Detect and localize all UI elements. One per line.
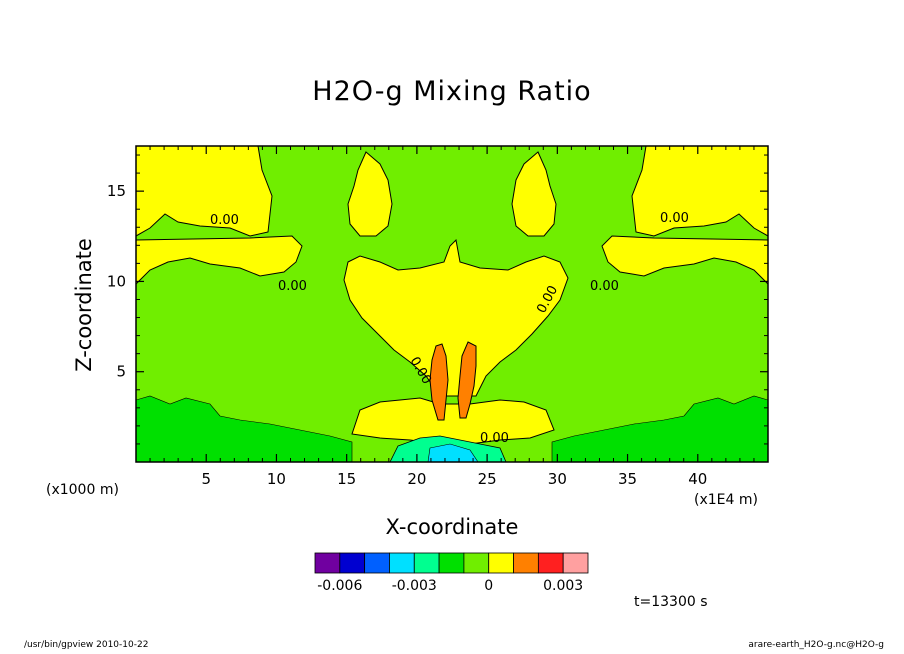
x-tick-label: 10	[267, 470, 286, 488]
field-orange-plume-right	[457, 341, 477, 419]
plot-frame	[135, 145, 769, 463]
footer-command: /usr/bin/gpview 2010-10-22	[24, 640, 149, 650]
y-tick-label: 5	[116, 363, 126, 381]
x-tick-label: 20	[407, 470, 426, 488]
x-tick-label: 25	[478, 470, 497, 488]
y-tick-label: 10	[107, 272, 126, 290]
y-tick-label: 15	[107, 182, 126, 200]
colorbar-swatch	[562, 552, 589, 574]
footer-source: arare-earth_H2O-g.nc@H2O-g	[748, 640, 884, 650]
field-upper-plume-left	[347, 151, 393, 237]
colorbar-swatch	[537, 552, 564, 574]
field-left-band	[136, 235, 303, 285]
colorbar-label: -0.006	[317, 578, 362, 594]
x-tick-label: 15	[337, 470, 356, 488]
x-tick-label: 35	[618, 470, 637, 488]
contour-label: 0.00	[590, 279, 619, 294]
contour-label: 0.00	[480, 431, 509, 446]
x-unit-note: (x1000 m)	[46, 482, 119, 498]
colorbar-swatch	[389, 552, 415, 574]
field-bottom-right-green	[551, 395, 768, 462]
colorbar-label: -0.003	[392, 578, 437, 594]
colorbar-swatch	[364, 552, 390, 574]
contour-label: 0.00	[660, 211, 689, 226]
field-top-left	[136, 146, 273, 237]
colorbar-swatch	[488, 552, 514, 574]
colorbar-swatch	[339, 552, 366, 574]
colorbar-swatch	[438, 552, 465, 574]
field-lower-cyan	[427, 443, 479, 462]
field-orange-plume-left	[429, 343, 449, 421]
contour-fields	[136, 146, 768, 462]
chart-title: H2O-g Mixing Ratio	[312, 76, 592, 107]
contour-label: 0.00	[210, 213, 239, 228]
time-label: t=13300 s	[634, 594, 708, 610]
colorbar-swatch	[463, 552, 490, 574]
colorbar-label: 0.003	[543, 578, 583, 594]
colorbar-swatch	[513, 552, 539, 574]
colorbar-swatch	[314, 552, 341, 574]
field-upper-plume-right	[511, 151, 557, 237]
x-unit-note-secondary: (x1E4 m)	[694, 492, 758, 508]
colorbar-swatch	[413, 552, 440, 574]
x-axis-label: X-coordinate	[385, 515, 519, 539]
field-central-anvil	[343, 238, 569, 397]
colorbar-label: 0	[484, 578, 493, 594]
field-top-right	[631, 146, 768, 237]
x-tick-label: 30	[548, 470, 567, 488]
field-bottom-left-green	[136, 395, 353, 462]
x-tick-label: 5	[201, 470, 211, 488]
x-tick-label: 40	[688, 470, 707, 488]
axis-ticks: 5 10 15 20 25 30 35 40 5 10 15	[107, 146, 768, 488]
field-lower-band	[351, 397, 555, 445]
contour-label: 0.00	[278, 279, 307, 294]
field-right-band	[601, 235, 768, 285]
colorbar: -0.006 -0.003 0 0.003	[314, 552, 589, 594]
